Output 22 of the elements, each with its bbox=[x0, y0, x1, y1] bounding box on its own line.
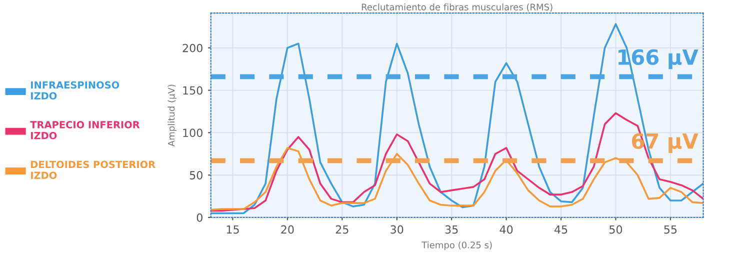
x-tick-label: 15 bbox=[226, 225, 239, 234]
y-tick-label: 50 bbox=[190, 171, 202, 180]
x-tick-label: 40 bbox=[500, 225, 513, 234]
x-tick-label: 25 bbox=[336, 225, 348, 234]
legend-label: INFRAESPINOSO IZDO bbox=[31, 81, 120, 100]
x-tick-label: 30 bbox=[390, 225, 404, 234]
x-tick-label: 50 bbox=[610, 225, 622, 234]
chart-title: Reclutamiento de fibras musculares (RMS) bbox=[362, 3, 552, 12]
x-tick-label: 35 bbox=[445, 225, 458, 234]
x-axis-title: Tiempo (0.25 s) bbox=[422, 241, 492, 250]
line-series bbox=[210, 23, 704, 214]
y-axis-title: Amplitud (µV) bbox=[168, 84, 176, 146]
y-tick-label: 200 bbox=[182, 44, 202, 52]
x-tick-label: 20 bbox=[281, 225, 294, 234]
legend-label: DELTOIDES POSTERIOR IZDO bbox=[31, 160, 156, 180]
y-tick-label: 0 bbox=[196, 213, 202, 222]
line-series bbox=[210, 112, 704, 212]
legend-label: TRAPECIO INFERIOR IZDO bbox=[30, 121, 140, 140]
y-tick-label: 150 bbox=[183, 86, 202, 95]
x-tick-label: 55 bbox=[664, 225, 677, 234]
y-tick-label: 100 bbox=[183, 128, 202, 138]
x-tick-label: 45 bbox=[554, 225, 568, 234]
